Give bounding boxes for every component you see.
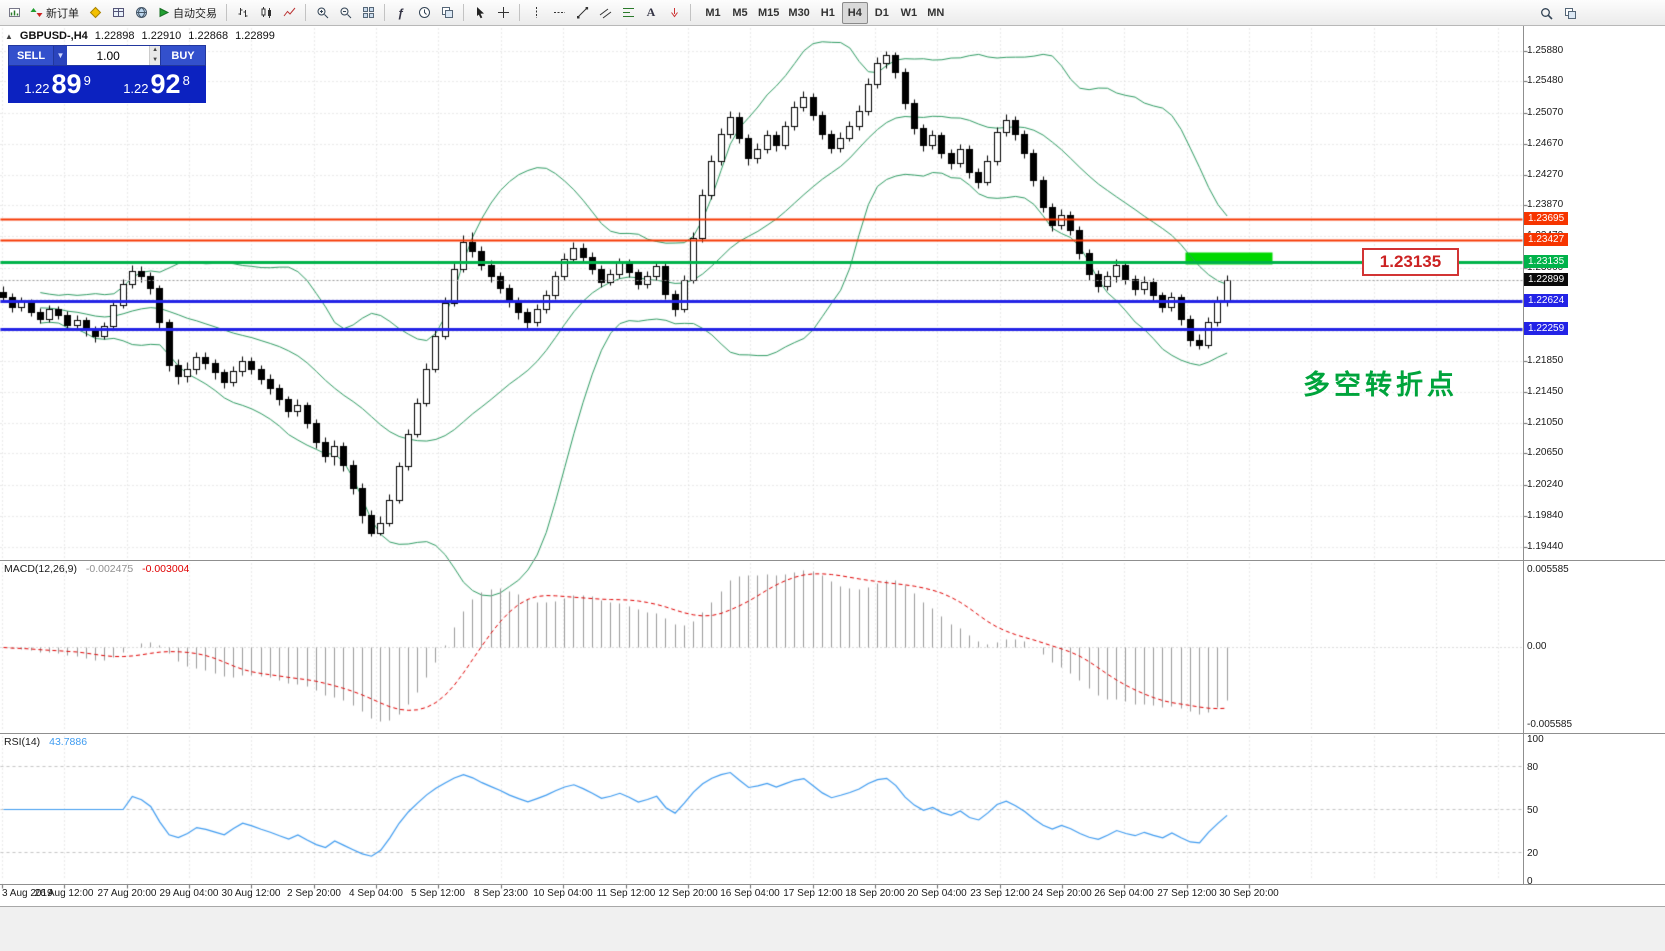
chart-window-icon: ▲ xyxy=(5,31,13,41)
toolbar-buttons: 新订单 自动交易 ƒ A xyxy=(3,2,695,24)
panel-separator-macd-rsi[interactable] xyxy=(0,733,1665,734)
buy-button[interactable]: BUY xyxy=(160,45,206,66)
new-order-button[interactable]: 新订单 xyxy=(26,2,83,24)
macd-label: MACD(12,26,9) -0.002475 -0.003004 xyxy=(4,563,195,575)
sell-price-pip: 9 xyxy=(83,72,91,88)
zoom-in-button[interactable] xyxy=(311,2,333,24)
horizontal-line-tool-button[interactable] xyxy=(548,2,570,24)
rsi-name: RSI(14) xyxy=(4,736,41,748)
crosshair-tool-button[interactable] xyxy=(492,2,514,24)
bar-chart-mode-button[interactable] xyxy=(232,2,254,24)
status-strip xyxy=(0,906,1665,951)
market-watch-button[interactable] xyxy=(107,2,129,24)
arrows-tool-button[interactable] xyxy=(663,2,685,24)
sell-price-big: 89 xyxy=(51,69,82,99)
timeframe-h1-button[interactable]: H1 xyxy=(815,2,841,24)
buy-price-head: 1.22 xyxy=(123,80,149,96)
sell-price-head: 1.22 xyxy=(24,80,50,96)
buy-price[interactable]: 1.22 92 8 xyxy=(107,66,206,103)
channel-tool-button[interactable] xyxy=(594,2,616,24)
rsi-value: 43.7886 xyxy=(49,736,88,748)
lot-size-field: ▲ ▼ xyxy=(67,45,160,66)
macd-value: -0.002475 xyxy=(85,563,134,575)
toolbar: 新订单 自动交易 ƒ A M1 M5 M15 M30 H1 H4 D1 W1 MN xyxy=(0,0,1665,26)
periods-button[interactable] xyxy=(413,2,435,24)
lot-size-input[interactable] xyxy=(67,46,150,65)
toolbar-separator xyxy=(463,4,464,21)
trade-options-dropdown[interactable]: ▼ xyxy=(54,45,67,66)
annotation-text-object[interactable]: 多空转折点 xyxy=(1303,370,1458,400)
timeframe-mn-button[interactable]: MN xyxy=(923,2,949,24)
timeframe-h4-button[interactable]: H4 xyxy=(841,1,868,24)
timeframe-d1-button[interactable]: D1 xyxy=(869,2,895,24)
timeframe-m30-button[interactable]: M30 xyxy=(784,2,813,24)
timeframe-m1-button[interactable]: M1 xyxy=(700,2,726,24)
toolbar-separator xyxy=(690,4,691,21)
buy-price-pip: 8 xyxy=(182,72,190,88)
templates-button[interactable] xyxy=(436,2,458,24)
sell-button[interactable]: SELL xyxy=(8,45,54,66)
macd-name: MACD(12,26,9) xyxy=(4,563,77,575)
tile-windows-button[interactable] xyxy=(357,2,379,24)
zoom-out-button[interactable] xyxy=(334,2,356,24)
ohlc-high: 1.22910 xyxy=(141,30,182,42)
chart-windows-button[interactable] xyxy=(1559,2,1581,24)
chevron-down-icon: ▼ xyxy=(56,51,65,60)
sell-price[interactable]: 1.22 89 9 xyxy=(8,66,107,103)
symbol-header: ▲ GBPUSD-,H4 1.22898 1.22910 1.22868 1.2… xyxy=(5,30,275,42)
lot-increase-button[interactable]: ▲ xyxy=(150,46,160,56)
macd-signal-value: -0.003004 xyxy=(142,563,190,575)
buy-price-big: 92 xyxy=(150,69,181,99)
toolbar-separator xyxy=(226,4,227,21)
navigator-button[interactable] xyxy=(130,2,152,24)
trendline-tool-button[interactable] xyxy=(571,2,593,24)
vertical-line-tool-button[interactable] xyxy=(525,2,547,24)
cursor-tool-button[interactable] xyxy=(469,2,491,24)
ohlc-open: 1.22898 xyxy=(94,30,135,42)
candle-chart-mode-button[interactable] xyxy=(255,2,277,24)
toolbar-separator xyxy=(519,4,520,21)
one-click-trade-panel: SELL ▼ ▲ ▼ BUY 1.22 89 9 1.22 92 xyxy=(8,45,206,103)
symbol-name: GBPUSD-,H4 xyxy=(19,30,88,42)
ohlc-close: 1.22899 xyxy=(235,30,275,42)
timeframe-m15-button[interactable]: M15 xyxy=(754,2,783,24)
trade-panel-quotes: 1.22 89 9 1.22 92 8 xyxy=(8,66,206,103)
rsi-label: RSI(14) 43.7886 xyxy=(4,736,93,748)
toolbar-right xyxy=(1535,2,1581,24)
timeframe-m5-button[interactable]: M5 xyxy=(727,2,753,24)
panel-separator-main-macd[interactable] xyxy=(0,560,1665,561)
fibonacci-tool-button[interactable] xyxy=(617,2,639,24)
time-axis-border xyxy=(0,884,1665,885)
toolbar-separator xyxy=(305,4,306,21)
indicators-list-button[interactable]: ƒ xyxy=(390,2,412,24)
lot-decrease-button[interactable]: ▼ xyxy=(150,55,160,65)
trade-panel-controls: SELL ▼ ▲ ▼ BUY xyxy=(8,45,206,66)
new-chart-button[interactable] xyxy=(3,2,25,24)
lot-spinner: ▲ ▼ xyxy=(149,46,160,65)
text-tool-button[interactable]: A xyxy=(640,2,662,24)
toolbar-separator xyxy=(384,4,385,21)
timeframe-group: M1 M5 M15 M30 H1 H4 D1 W1 MN xyxy=(700,1,949,24)
autotrading-button[interactable]: 自动交易 xyxy=(153,2,221,24)
metaeditor-button[interactable] xyxy=(84,2,106,24)
price-axis-border xyxy=(1523,26,1524,884)
price-label-object[interactable]: 1.23135 xyxy=(1362,248,1459,276)
ohlc-low: 1.22868 xyxy=(188,30,229,42)
timeframe-w1-button[interactable]: W1 xyxy=(896,2,922,24)
symbol-search-button[interactable] xyxy=(1535,2,1557,24)
line-chart-mode-button[interactable] xyxy=(278,2,300,24)
